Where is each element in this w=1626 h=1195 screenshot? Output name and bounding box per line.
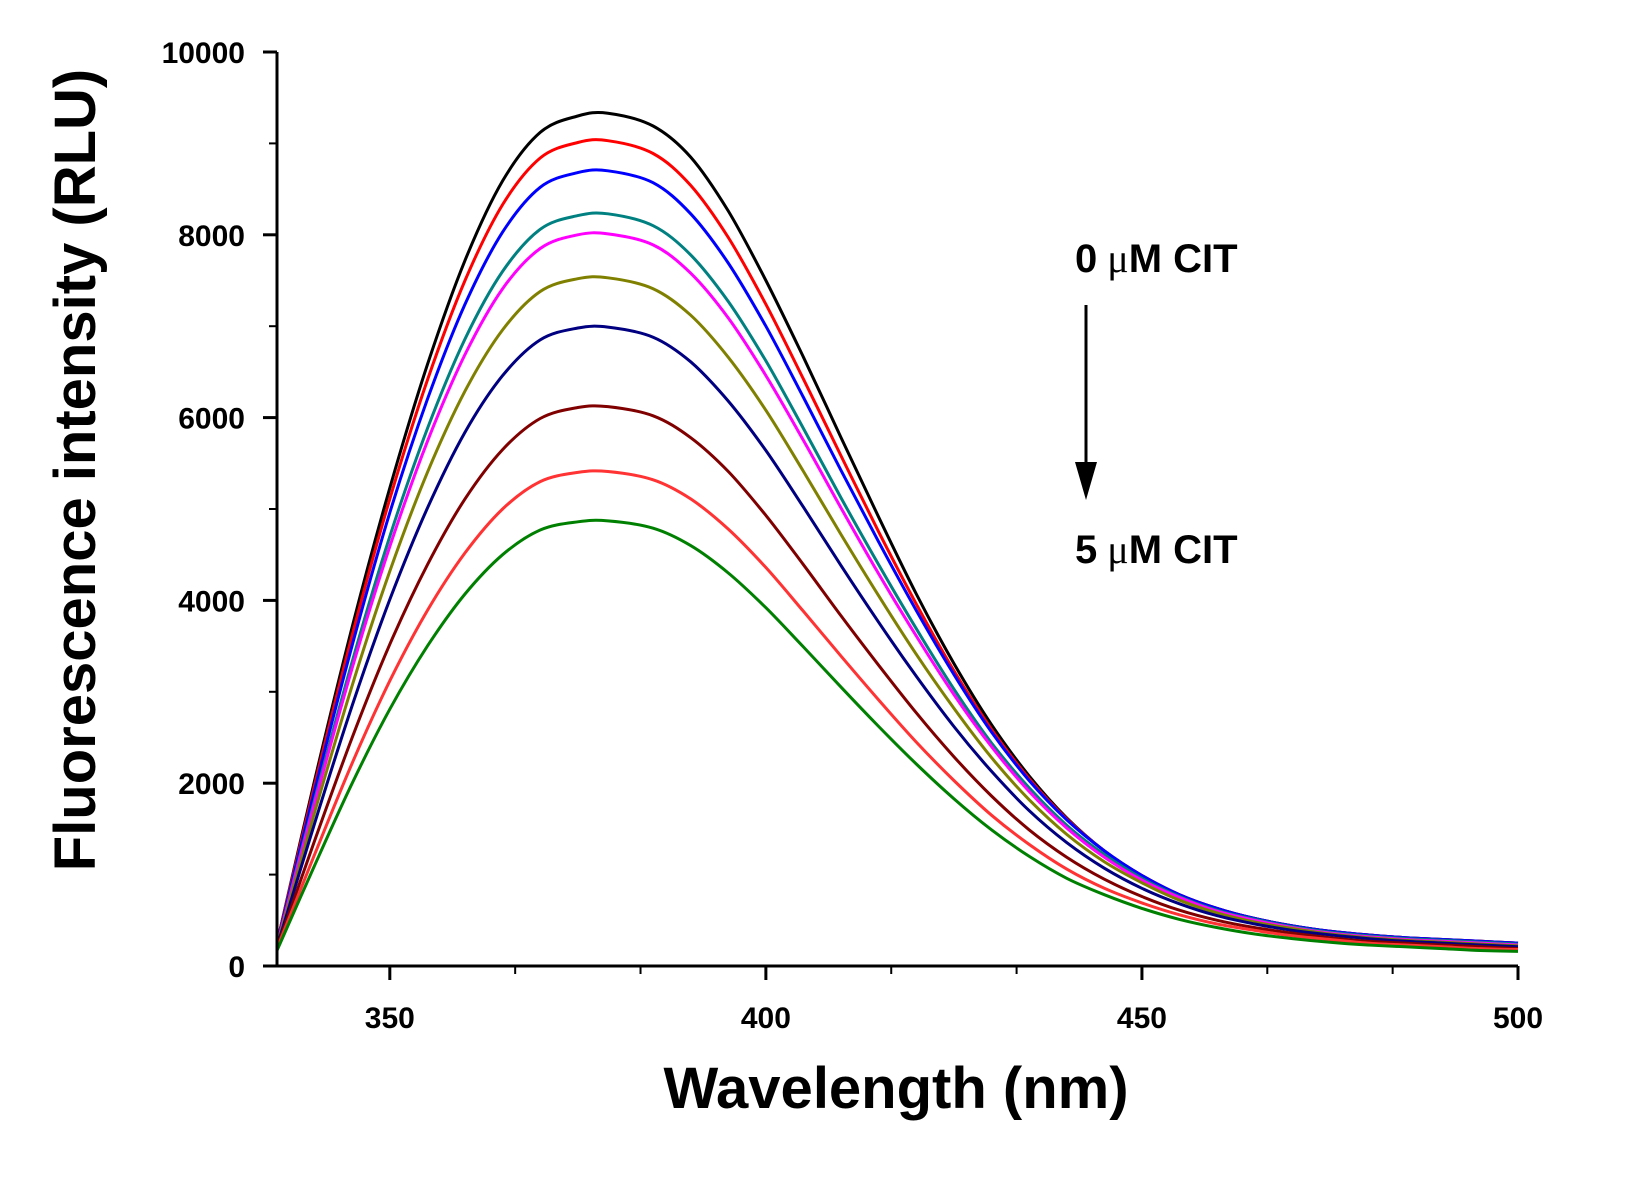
series-line-8 [275, 404, 1519, 951]
x-axis-title: Wavelength (nm) [663, 1056, 1128, 1121]
y-tick-label: 8000 [178, 220, 245, 253]
annotation-top: 0 μM CIT [1075, 236, 1238, 281]
y-axis-title: Fluorescence intensity (RLU) [43, 69, 108, 871]
y-tick-label: 6000 [178, 403, 245, 436]
annotation-bottom: 5 μM CIT [1075, 527, 1238, 572]
arrow-head [1075, 462, 1097, 500]
concentration-annotation: 0 μM CIT 5 μM CIT [1075, 236, 1238, 572]
series-curves [275, 111, 1519, 953]
axis-tick-labels: 350 400 450 500 0 2000 4000 6000 8000 10000 [162, 37, 1543, 1035]
y-tick-label: 2000 [178, 768, 245, 801]
axis-ticks [263, 50, 1520, 980]
series-line-1 [275, 111, 1519, 945]
y-tick-label: 10000 [162, 37, 245, 70]
x-tick-label: 350 [365, 1002, 415, 1035]
series-line-2 [275, 138, 1519, 945]
y-tick-label: 0 [228, 951, 245, 984]
series-line-6 [275, 275, 1519, 948]
axes [275, 52, 1518, 968]
y-tick-label: 4000 [178, 585, 245, 618]
x-tick-label: 400 [741, 1002, 791, 1035]
x-tick-label: 500 [1493, 1002, 1543, 1035]
series-line-7 [275, 324, 1519, 949]
series-line-10 [275, 518, 1519, 953]
x-tick-label: 450 [1117, 1002, 1167, 1035]
series-line-9 [275, 469, 1519, 951]
